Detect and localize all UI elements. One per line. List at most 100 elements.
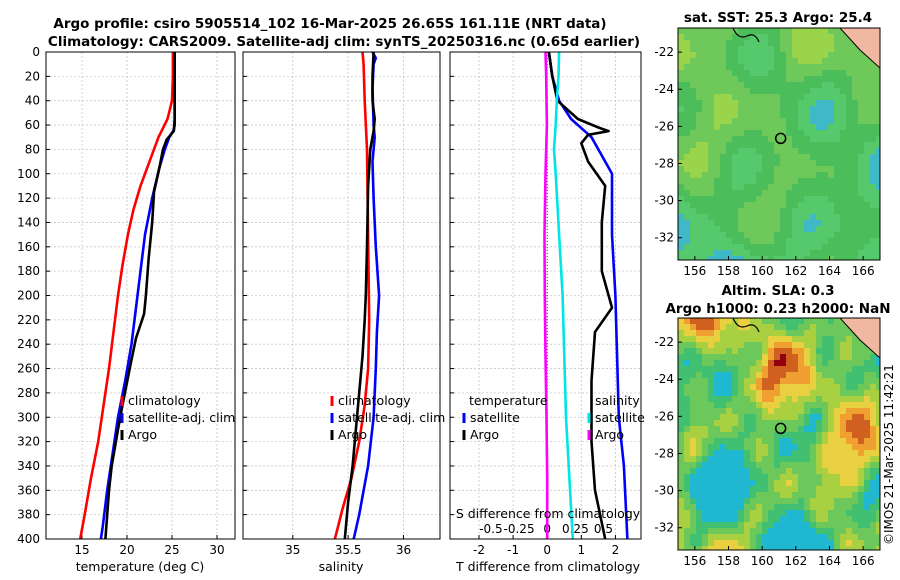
map-cell xyxy=(786,118,792,124)
map-cell xyxy=(708,384,714,390)
map-cell xyxy=(870,130,876,136)
map-cell xyxy=(780,504,786,510)
map-cell xyxy=(804,366,810,372)
map-cell xyxy=(678,214,684,220)
map-cell xyxy=(828,360,834,366)
map-cell xyxy=(756,178,762,184)
map-cell xyxy=(798,450,804,456)
map-cell xyxy=(774,40,780,46)
map-cell xyxy=(702,202,708,208)
map-cell xyxy=(822,432,828,438)
map-cell xyxy=(726,492,732,498)
map-cell xyxy=(744,148,750,154)
map-cell xyxy=(720,516,726,522)
map-cell xyxy=(804,336,810,342)
map-cell xyxy=(696,480,702,486)
map-cell xyxy=(876,178,880,184)
map-cell xyxy=(774,414,780,420)
map-cell xyxy=(768,486,774,492)
map-cell xyxy=(690,330,696,336)
map-cell xyxy=(870,160,876,166)
map-cell xyxy=(870,250,876,256)
map-cell xyxy=(864,510,870,516)
map-cell xyxy=(720,148,726,154)
map-cell xyxy=(798,136,804,142)
map-cell xyxy=(822,94,828,100)
map-cell xyxy=(678,468,684,474)
map-cell xyxy=(864,432,870,438)
map-cell xyxy=(714,414,720,420)
map-cell xyxy=(714,142,720,148)
map-cell xyxy=(774,480,780,486)
map-cell xyxy=(780,100,786,106)
map-cell xyxy=(762,34,768,40)
map-cell xyxy=(684,384,690,390)
map-cell xyxy=(792,112,798,118)
map-cell xyxy=(744,324,750,330)
map-cell xyxy=(720,546,726,550)
map-cell xyxy=(834,208,840,214)
map-cell xyxy=(780,408,786,414)
map-cell xyxy=(678,58,684,64)
map-cell xyxy=(846,498,852,504)
map-cell xyxy=(810,202,816,208)
sla-map-panel: 156 158 160 162 164 166-22-24-26-28-30-32 xyxy=(654,317,881,568)
map-cell xyxy=(744,444,750,450)
map-cell xyxy=(726,324,732,330)
map-cell xyxy=(834,372,840,378)
map-cell xyxy=(768,432,774,438)
map-cell xyxy=(756,82,762,88)
map-cell xyxy=(828,178,834,184)
map-cell xyxy=(870,100,876,106)
map-cell xyxy=(684,70,690,76)
map-cell xyxy=(828,82,834,88)
map-cell xyxy=(690,70,696,76)
map-cell xyxy=(864,88,870,94)
map-cell xyxy=(852,184,858,190)
map-cell xyxy=(816,106,822,112)
map-cell xyxy=(744,354,750,360)
map-cell xyxy=(714,348,720,354)
map-cell xyxy=(750,232,756,238)
x-tick-label: 30 xyxy=(209,543,224,557)
map-cell xyxy=(678,480,684,486)
map-cell xyxy=(804,46,810,52)
map-cell xyxy=(834,474,840,480)
map-cell xyxy=(858,94,864,100)
map-cell xyxy=(732,432,738,438)
map-cell xyxy=(864,354,870,360)
map-cell xyxy=(786,94,792,100)
map-cell xyxy=(762,396,768,402)
map-cell xyxy=(738,438,744,444)
map-cell xyxy=(768,516,774,522)
map-cell xyxy=(714,390,720,396)
map-cell xyxy=(750,462,756,468)
map-cell xyxy=(804,82,810,88)
s-diff-tick-label: 0.25 xyxy=(562,522,589,536)
map-cell xyxy=(756,534,762,540)
map-cell xyxy=(768,40,774,46)
map-cell xyxy=(714,438,720,444)
map-cell xyxy=(864,70,870,76)
map-cell xyxy=(822,360,828,366)
map-cell xyxy=(678,40,684,46)
map-cell xyxy=(870,136,876,142)
map-cell xyxy=(750,480,756,486)
map-cell xyxy=(840,64,846,70)
map-cell xyxy=(840,94,846,100)
map-cell xyxy=(786,46,792,52)
map-cell xyxy=(714,244,720,250)
map-cell xyxy=(816,330,822,336)
map-cell xyxy=(804,444,810,450)
map-cell xyxy=(756,438,762,444)
map-cell xyxy=(810,166,816,172)
map-cell xyxy=(792,540,798,546)
map-cell xyxy=(816,178,822,184)
map-cell xyxy=(756,396,762,402)
map-cell xyxy=(714,196,720,202)
map-cell xyxy=(858,100,864,106)
map-cell xyxy=(684,390,690,396)
map-cell xyxy=(816,124,822,130)
map-cell xyxy=(678,178,684,184)
map-cell xyxy=(678,172,684,178)
